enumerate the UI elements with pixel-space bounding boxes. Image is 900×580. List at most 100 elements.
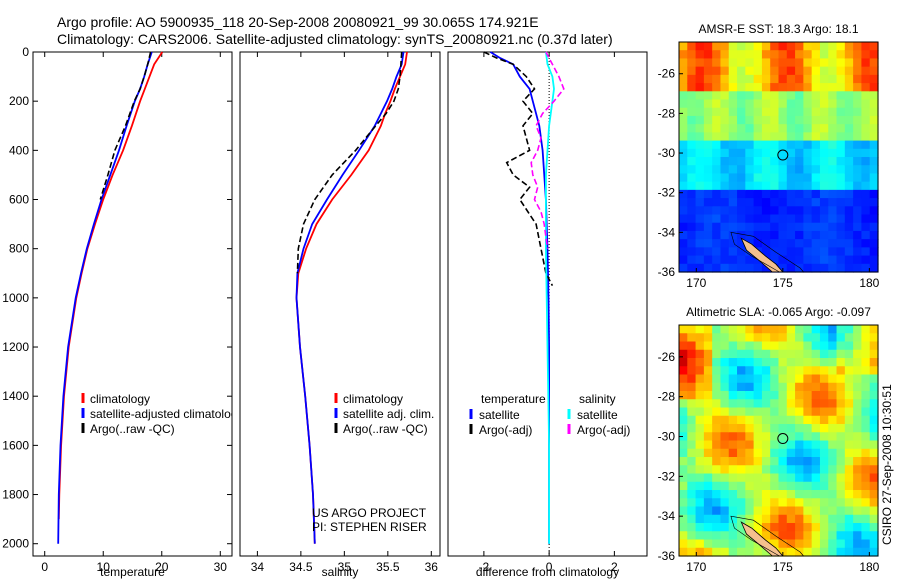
heatmap-cell: [861, 523, 871, 532]
heatmap-cell: [687, 214, 697, 224]
heatmap-cell: [770, 523, 780, 532]
heatmap-cell: [761, 115, 771, 125]
heatmap-cell: [687, 222, 697, 232]
heatmap-cell: [819, 58, 829, 68]
heatmap-cell: [712, 539, 722, 549]
heatmap-cell: [795, 325, 804, 334]
heatmap-cell: [811, 465, 821, 475]
heatmap-cell: [679, 230, 688, 240]
heatmap-cell: [753, 222, 763, 232]
heatmap-cell: [770, 432, 780, 442]
heatmap-cell: [819, 42, 829, 51]
heatmap-cell: [703, 399, 713, 409]
heatmap-cell: [770, 181, 780, 191]
heatmap-cell: [679, 99, 688, 109]
heatmap-cell: [811, 424, 821, 433]
heatmap-cell: [861, 50, 871, 60]
heatmap-cell: [803, 325, 813, 334]
heatmap-cell: [745, 349, 755, 359]
heatmap-cell: [778, 325, 788, 334]
heatmap-cell: [803, 247, 813, 257]
heatmap-cell: [745, 189, 755, 199]
heatmap-cell: [695, 124, 705, 133]
heatmap-cell: [728, 165, 738, 175]
heatmap-cell: [795, 341, 804, 351]
heatmap-cell: [836, 448, 846, 458]
heatmap-cell: [811, 247, 821, 257]
heatmap-cell: [712, 481, 722, 491]
heatmap-cell: [786, 99, 796, 109]
heatmap-cell: [803, 514, 813, 524]
heatmap-cell: [778, 173, 788, 183]
y-tick-label: -30: [658, 430, 676, 444]
heatmap-cell: [695, 58, 705, 68]
heatmap-cell: [695, 91, 705, 101]
heatmap-cell: [853, 424, 863, 433]
heatmap-cell: [695, 239, 705, 248]
heatmap-cell: [770, 325, 780, 334]
heatmap-cell: [844, 42, 854, 51]
heatmap-cell: [803, 206, 813, 216]
heatmap-cell: [703, 473, 713, 483]
heatmap-cell: [853, 173, 863, 183]
heatmap-cell: [778, 531, 788, 541]
heatmap-cell: [770, 83, 780, 92]
heatmap-cell: [728, 239, 738, 248]
heatmap-cell: [819, 506, 829, 516]
heatmap-cell: [836, 148, 846, 158]
heatmap-cell: [819, 407, 829, 417]
heatmap-cell: [803, 42, 813, 51]
heatmap-cell: [703, 263, 713, 273]
heatmap-cell: [869, 448, 879, 458]
heatmap-cell: [679, 189, 688, 199]
heatmap-cell: [720, 222, 730, 232]
heatmap-cell: [695, 547, 705, 557]
heatmap-cell: [753, 148, 763, 158]
heatmap-cell: [861, 157, 871, 166]
heatmap-cell: [770, 341, 780, 351]
heatmap-cell: [737, 148, 746, 158]
heatmap-cell: [703, 58, 713, 68]
heatmap-cell: [836, 173, 846, 183]
heatmap-cell: [761, 214, 771, 224]
heatmap-cell: [828, 140, 838, 150]
heatmap-cell: [795, 440, 804, 450]
heatmap-cell: [761, 490, 771, 499]
heatmap-cell: [836, 432, 846, 442]
heatmap-cell: [687, 263, 697, 273]
y-tick-label: -28: [658, 390, 676, 404]
heatmap-cell: [712, 407, 722, 417]
heatmap-cell: [811, 415, 821, 425]
heatmap-cell: [786, 91, 796, 101]
heatmap-cell: [778, 42, 788, 51]
heatmap-cell: [853, 415, 863, 425]
heatmap-cell: [712, 214, 722, 224]
heatmap-cell: [778, 366, 788, 376]
heatmap-cell: [795, 457, 804, 466]
heatmap-cell: [737, 99, 746, 109]
heatmap-cell: [869, 382, 879, 392]
heatmap-cell: [844, 115, 854, 125]
heatmap-cell: [737, 173, 746, 183]
heatmap-cell: [836, 239, 846, 248]
heatmap-cell: [795, 181, 804, 191]
heatmap-cell: [803, 239, 813, 248]
heatmap-cell: [712, 349, 722, 359]
heatmap-cell: [737, 66, 746, 76]
heatmap-cell: [687, 165, 697, 175]
heatmap-cell: [828, 263, 838, 273]
heatmap-cell: [786, 407, 796, 417]
heatmap-cell: [828, 206, 838, 216]
heatmap-cell: [836, 107, 846, 117]
heatmap-cell: [853, 358, 863, 367]
heatmap-cell: [703, 391, 713, 400]
heatmap-cell: [703, 358, 713, 367]
heatmap-cell: [745, 148, 755, 158]
heatmap-cell: [795, 42, 804, 51]
heatmap-cell: [853, 66, 863, 76]
heatmap-cell: [819, 465, 829, 475]
heatmap-cell: [836, 181, 846, 191]
heatmap-cell: [786, 132, 796, 142]
heatmap-cell: [853, 230, 863, 240]
heatmap-cell: [695, 107, 705, 117]
